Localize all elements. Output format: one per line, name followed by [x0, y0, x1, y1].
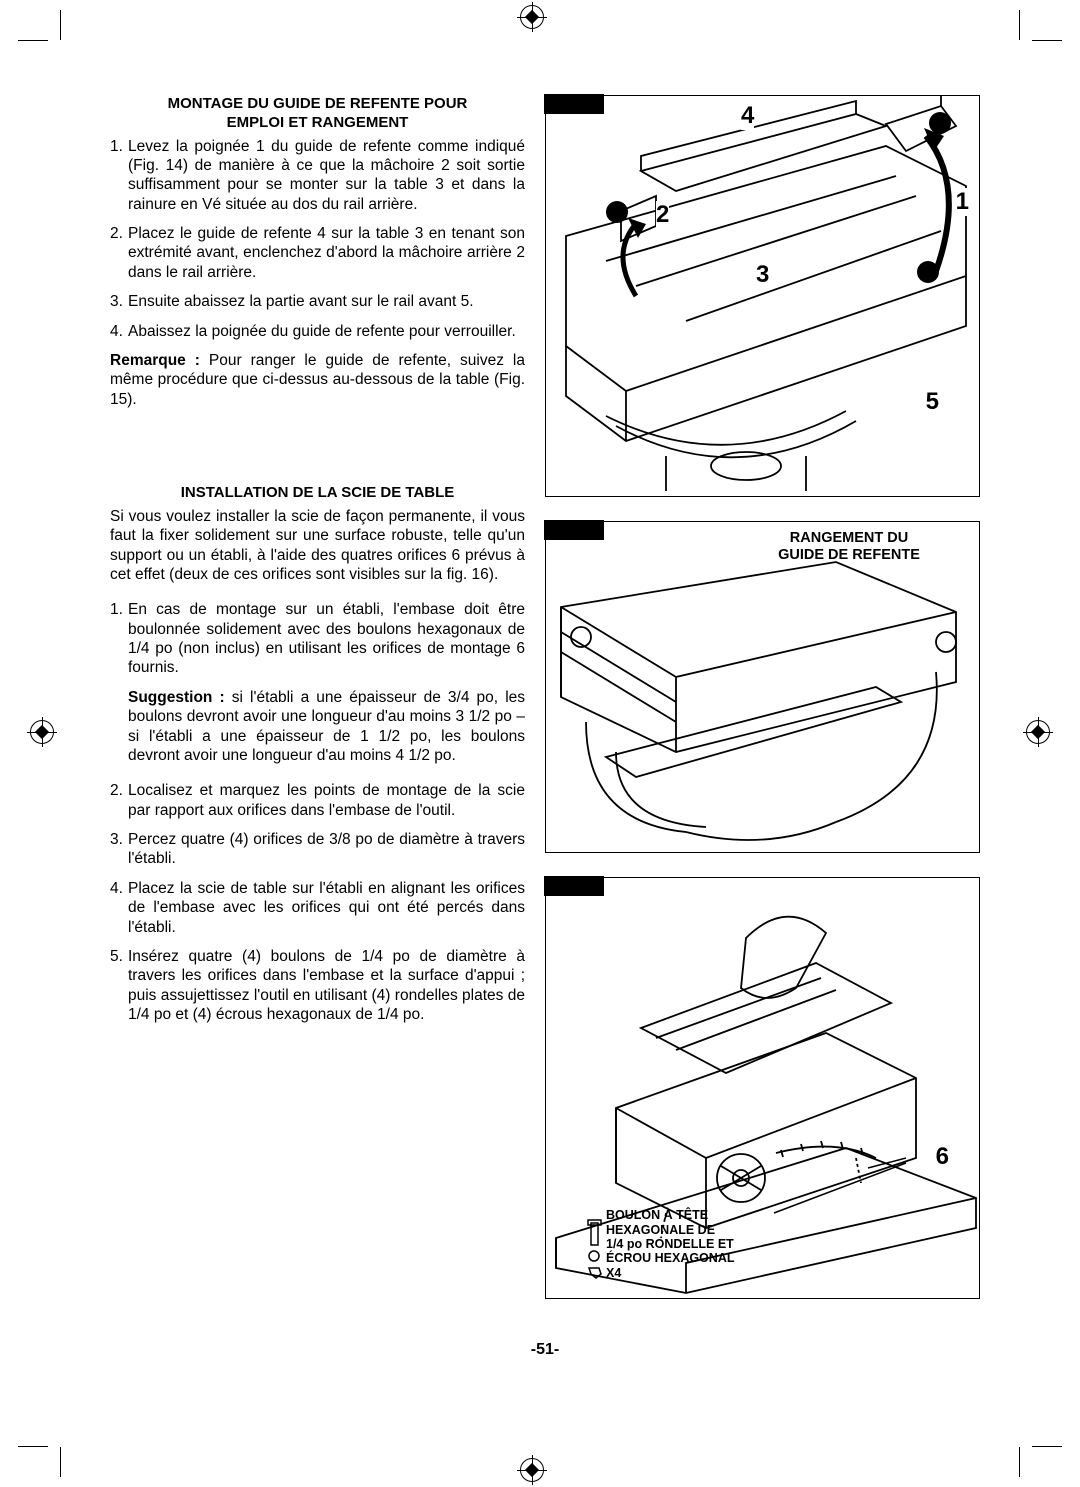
step: 5. Insérez quatre (4) boulons de 1/4 po …	[110, 947, 525, 1025]
step-text: Placez le guide de refente 4 sur la tabl…	[128, 224, 525, 282]
step: 3. Ensuite abaissez la partie avant sur …	[110, 292, 525, 311]
step-text: Levez la poignée 1 du guide de refente c…	[128, 137, 525, 215]
callout-4: 4	[741, 102, 754, 130]
registration-mark	[1026, 720, 1050, 744]
step-number: 3.	[110, 830, 128, 869]
step-text: Abaissez la poignée du guide de refente …	[128, 322, 525, 341]
page-number: -51-	[110, 1341, 980, 1359]
trim-mark	[1032, 40, 1062, 41]
section2-heading: INSTALLATION DE LA SCIE DE TABLE	[110, 484, 525, 503]
suggestion: Suggestion : si l'établi a une épaisseur…	[110, 688, 525, 766]
remark: Remarque : Pour ranger le guide de refen…	[110, 351, 525, 409]
step-text: Localisez et marquez les points de monta…	[128, 781, 525, 820]
callout-5: 5	[926, 388, 939, 416]
hw-line: X4	[606, 1266, 621, 1280]
registration-mark	[520, 1458, 544, 1482]
callout-dot	[929, 112, 951, 134]
step-number: 3.	[110, 292, 128, 311]
hw-line: HEXAGONALE DE	[606, 1223, 715, 1237]
suggestion-text: Suggestion : si l'établi a une épaisseur…	[128, 688, 525, 766]
trim-mark	[60, 10, 61, 40]
page-content: MONTAGE DU GUIDE DE REFENTE POUR EMPLOI …	[110, 95, 980, 1365]
step-number: 1.	[110, 600, 128, 678]
step: 3. Percez quatre (4) orifices de 3/8 po …	[110, 830, 525, 869]
step-number: 2.	[110, 781, 128, 820]
step: 2. Placez le guide de refente 4 sur la t…	[110, 224, 525, 282]
heading-line: MONTAGE DU GUIDE DE REFENTE POUR	[168, 95, 468, 112]
figures-column: 1 2 3 4 5 RANGEMENT DU GUIDE DE REFENTE	[545, 95, 980, 1323]
step-text: Placez la scie de table sur l'établi en …	[128, 879, 525, 937]
hw-line: ÉCROU HEXAGONAL	[606, 1251, 734, 1265]
step-number: 4.	[110, 322, 128, 341]
text-column: MONTAGE DU GUIDE DE REFENTE POUR EMPLOI …	[110, 95, 525, 1323]
step-number: 4.	[110, 879, 128, 937]
figure-15: RANGEMENT DU GUIDE DE REFENTE	[545, 521, 980, 853]
trim-mark	[1032, 1446, 1062, 1447]
trim-mark	[18, 40, 48, 41]
step-number: 5.	[110, 947, 128, 1025]
step-number: 1.	[110, 137, 128, 215]
section1-heading: MONTAGE DU GUIDE DE REFENTE POUR EMPLOI …	[110, 95, 525, 133]
step-text: Insérez quatre (4) boulons de 1/4 po de …	[128, 947, 525, 1025]
trim-mark	[1019, 1447, 1020, 1477]
figure-14-drawing	[546, 96, 981, 496]
hw-line: BOULON À TÊTE	[606, 1208, 708, 1222]
hardware-label: BOULON À TÊTE HEXAGONALE DE 1/4 po RONDE…	[606, 1208, 734, 1280]
trim-mark	[18, 1446, 48, 1447]
step-number: 2.	[110, 224, 128, 282]
step: 1. Levez la poignée 1 du guide de refent…	[110, 137, 525, 215]
step-text: Ensuite abaissez la partie avant sur le …	[128, 292, 525, 311]
figure-14: 1 2 3 4 5	[545, 95, 980, 497]
callout-1: 1	[956, 188, 969, 216]
callout-3: 3	[756, 261, 769, 289]
registration-mark	[520, 5, 544, 29]
hw-line: 1/4 po RONDELLE ET	[606, 1237, 734, 1251]
trim-mark	[60, 1447, 61, 1477]
step: 4. Abaissez la poignée du guide de refen…	[110, 322, 525, 341]
section2-intro: Si vous voulez installer la scie de faço…	[110, 507, 525, 585]
callout-dot	[917, 261, 939, 283]
figure-15-drawing	[546, 522, 981, 852]
trim-mark	[1019, 10, 1020, 40]
callout-2: 2	[656, 201, 669, 229]
suggestion-label: Suggestion :	[128, 689, 225, 706]
callout-6: 6	[936, 1143, 949, 1171]
callout-dot	[606, 201, 628, 223]
figure-16: 6 BOULON À TÊTE HEXAGONALE DE 1/4 po RON…	[545, 877, 980, 1299]
step: 4. Placez la scie de table sur l'établi …	[110, 879, 525, 937]
remark-label: Remarque :	[110, 352, 200, 369]
heading-line: EMPLOI ET RANGEMENT	[227, 114, 409, 131]
registration-mark	[30, 720, 54, 744]
step: 2. Localisez et marquez les points de mo…	[110, 781, 525, 820]
document-page: MONTAGE DU GUIDE DE REFENTE POUR EMPLOI …	[0, 0, 1080, 1487]
step: 1. En cas de montage sur un établi, l'em…	[110, 600, 525, 678]
step-text: En cas de montage sur un établi, l'embas…	[128, 600, 525, 678]
step-text: Percez quatre (4) orifices de 3/8 po de …	[128, 830, 525, 869]
